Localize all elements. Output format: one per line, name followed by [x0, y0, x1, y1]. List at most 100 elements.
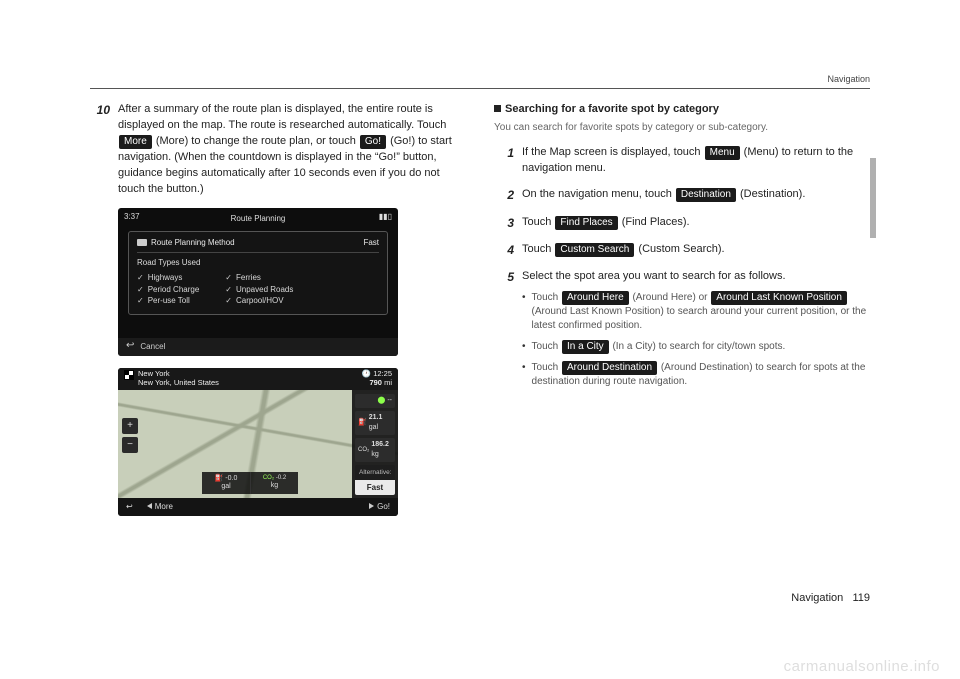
- step-number: 2: [494, 187, 514, 204]
- trip-info: 🕐 12:25 790 mi: [362, 370, 392, 387]
- zoom-controls: + −: [122, 418, 138, 453]
- bullet-icon: •: [522, 361, 526, 389]
- footer-section: Navigation: [791, 592, 843, 604]
- trip-dist: 790: [369, 378, 382, 387]
- step-2: 2 On the navigation menu, touch Destinat…: [494, 187, 870, 204]
- section-caption: You can search for favorite spots by cat…: [494, 121, 870, 136]
- method-label: Route Planning Method: [151, 238, 235, 247]
- text: After a summary of the route plan is dis…: [118, 103, 446, 131]
- eco-fuel-val: -0.0: [225, 475, 237, 482]
- text: Touch: [532, 341, 561, 352]
- text: (Custom Search).: [635, 243, 724, 255]
- bullet-item: • Touch Around Here (Around Here) or Aro…: [522, 291, 870, 333]
- text: (Around Here) or: [630, 292, 711, 303]
- step-5: 5 Select the spot area you want to searc…: [494, 269, 870, 396]
- footer-bar: ↩ Cancel: [118, 338, 398, 356]
- eco-co2-unit: kg: [251, 482, 298, 490]
- method-value: Fast: [363, 237, 379, 249]
- text: On the navigation menu, touch: [522, 188, 675, 200]
- bullet-icon: •: [522, 291, 526, 333]
- road-types-columns: Highways Period Charge Per-use Toll Ferr…: [137, 272, 379, 307]
- more-key: More: [119, 135, 152, 149]
- manual-page: Navigation 10 After a summary of the rou…: [90, 78, 870, 598]
- step-number: 5: [494, 269, 514, 396]
- step-number: 4: [494, 242, 514, 259]
- alternative-box: Alternative: Fast: [355, 465, 395, 495]
- cancel-label: Cancel: [140, 341, 165, 353]
- zoom-out-button[interactable]: −: [122, 437, 138, 453]
- around-last-known-key: Around Last Known Position: [711, 291, 847, 305]
- text: Touch: [522, 216, 554, 228]
- map-header: New York New York, United States 🕐 12:25…: [118, 368, 398, 390]
- find-places-key: Find Places: [555, 216, 617, 230]
- step-body: After a summary of the route plan is dis…: [118, 102, 466, 198]
- menu-key: Menu: [705, 146, 740, 160]
- planning-method-row: Route Planning Method Fast: [137, 237, 379, 254]
- watermark: carmanualsonline.info: [784, 658, 940, 675]
- eco-fuel: ⛽ -0.0 gal: [202, 472, 250, 493]
- more-label[interactable]: More: [155, 502, 173, 511]
- square-bullet-icon: [494, 105, 501, 112]
- custom-search-key: Custom Search: [555, 243, 634, 257]
- step-body: Touch Custom Search (Custom Search).: [522, 242, 870, 259]
- bullet-item: • Touch Around Destination (Around Desti…: [522, 361, 870, 389]
- go-key: Go!: [360, 135, 386, 149]
- route-plan-box: Route Planning Method Fast Road Types Us…: [128, 231, 388, 315]
- flag-icon: [124, 370, 134, 380]
- step-1: 1 If the Map screen is displayed, touch …: [494, 145, 870, 177]
- around-here-key: Around Here: [562, 291, 629, 305]
- road-types-right: Ferries Unpaved Roads Carpool/HOV: [225, 272, 293, 307]
- step-3: 3 Touch Find Places (Find Places).: [494, 215, 870, 232]
- co2-unit: kg: [371, 451, 378, 458]
- fuel-pill: ⛽21.1 gal: [355, 411, 395, 435]
- two-column-layout: 10 After a summary of the route plan is …: [90, 102, 870, 528]
- road-types-label: Road Types Used: [137, 257, 379, 269]
- in-a-city-key: In a City: [562, 340, 609, 354]
- eco-co2-val: -0.2: [276, 475, 286, 481]
- zoom-in-button[interactable]: +: [122, 418, 138, 434]
- step-number: 1: [494, 145, 514, 177]
- alt-value: Fast: [355, 480, 395, 496]
- text: Touch: [532, 362, 561, 373]
- text: Touch: [522, 243, 554, 255]
- right-column: Searching for a favorite spot by categor…: [494, 102, 870, 528]
- section-heading: Searching for a favorite spot by categor…: [494, 102, 870, 118]
- destination-block: New York New York, United States: [124, 370, 219, 387]
- text: (More) to change the route plan, or touc…: [156, 135, 359, 147]
- alt-label: Alternative:: [355, 468, 395, 477]
- header-rule: [90, 88, 870, 89]
- step-10: 10 After a summary of the route plan is …: [90, 102, 466, 198]
- text: (In a City) to search for city/town spot…: [610, 341, 786, 352]
- co2-pill: CO₂186.2 kg: [355, 438, 395, 462]
- text: If the Map screen is displayed, touch: [522, 146, 704, 158]
- step-4: 4 Touch Custom Search (Custom Search).: [494, 242, 870, 259]
- back-icon[interactable]: ↩: [126, 501, 133, 513]
- map-go-screenshot: New York New York, United States 🕐 12:25…: [118, 368, 398, 516]
- step-body: If the Map screen is displayed, touch Me…: [522, 145, 870, 177]
- trip-dist-unit: mi: [384, 378, 392, 387]
- right-panel: ⬤-- ⛽21.1 gal CO₂186.2 kg Alternative: F…: [352, 390, 398, 498]
- thumb-tab: [870, 158, 876, 238]
- heading-text: Searching for a favorite spot by categor…: [505, 103, 719, 115]
- map-footer: ↩ More Go!: [118, 498, 398, 516]
- chevron-left-icon: [147, 503, 152, 509]
- step-number: 10: [90, 102, 110, 198]
- car-icon: [137, 239, 147, 246]
- clock: 3:37: [124, 211, 140, 223]
- step-body: Touch Find Places (Find Places).: [522, 215, 870, 232]
- list-item: Highways: [137, 272, 199, 284]
- page-number: 119: [852, 592, 870, 604]
- screen-title: Route Planning: [118, 213, 398, 225]
- step-body: Select the spot area you want to search …: [522, 269, 870, 396]
- left-column: 10 After a summary of the route plan is …: [90, 102, 466, 528]
- text: (Find Places).: [619, 216, 690, 228]
- back-icon: ↩: [126, 339, 134, 354]
- list-item: Ferries: [225, 272, 293, 284]
- list-item: Per-use Toll: [137, 295, 199, 307]
- go-label[interactable]: Go!: [377, 502, 390, 511]
- list-item: Unpaved Roads: [225, 284, 293, 296]
- header-category: Navigation: [827, 74, 870, 84]
- step-body: On the navigation menu, touch Destinatio…: [522, 187, 870, 204]
- fuel-val: 21.1: [369, 414, 383, 421]
- route-planning-screenshot: 3:37 ▮▮▯ Route Planning Route Planning M…: [118, 208, 398, 356]
